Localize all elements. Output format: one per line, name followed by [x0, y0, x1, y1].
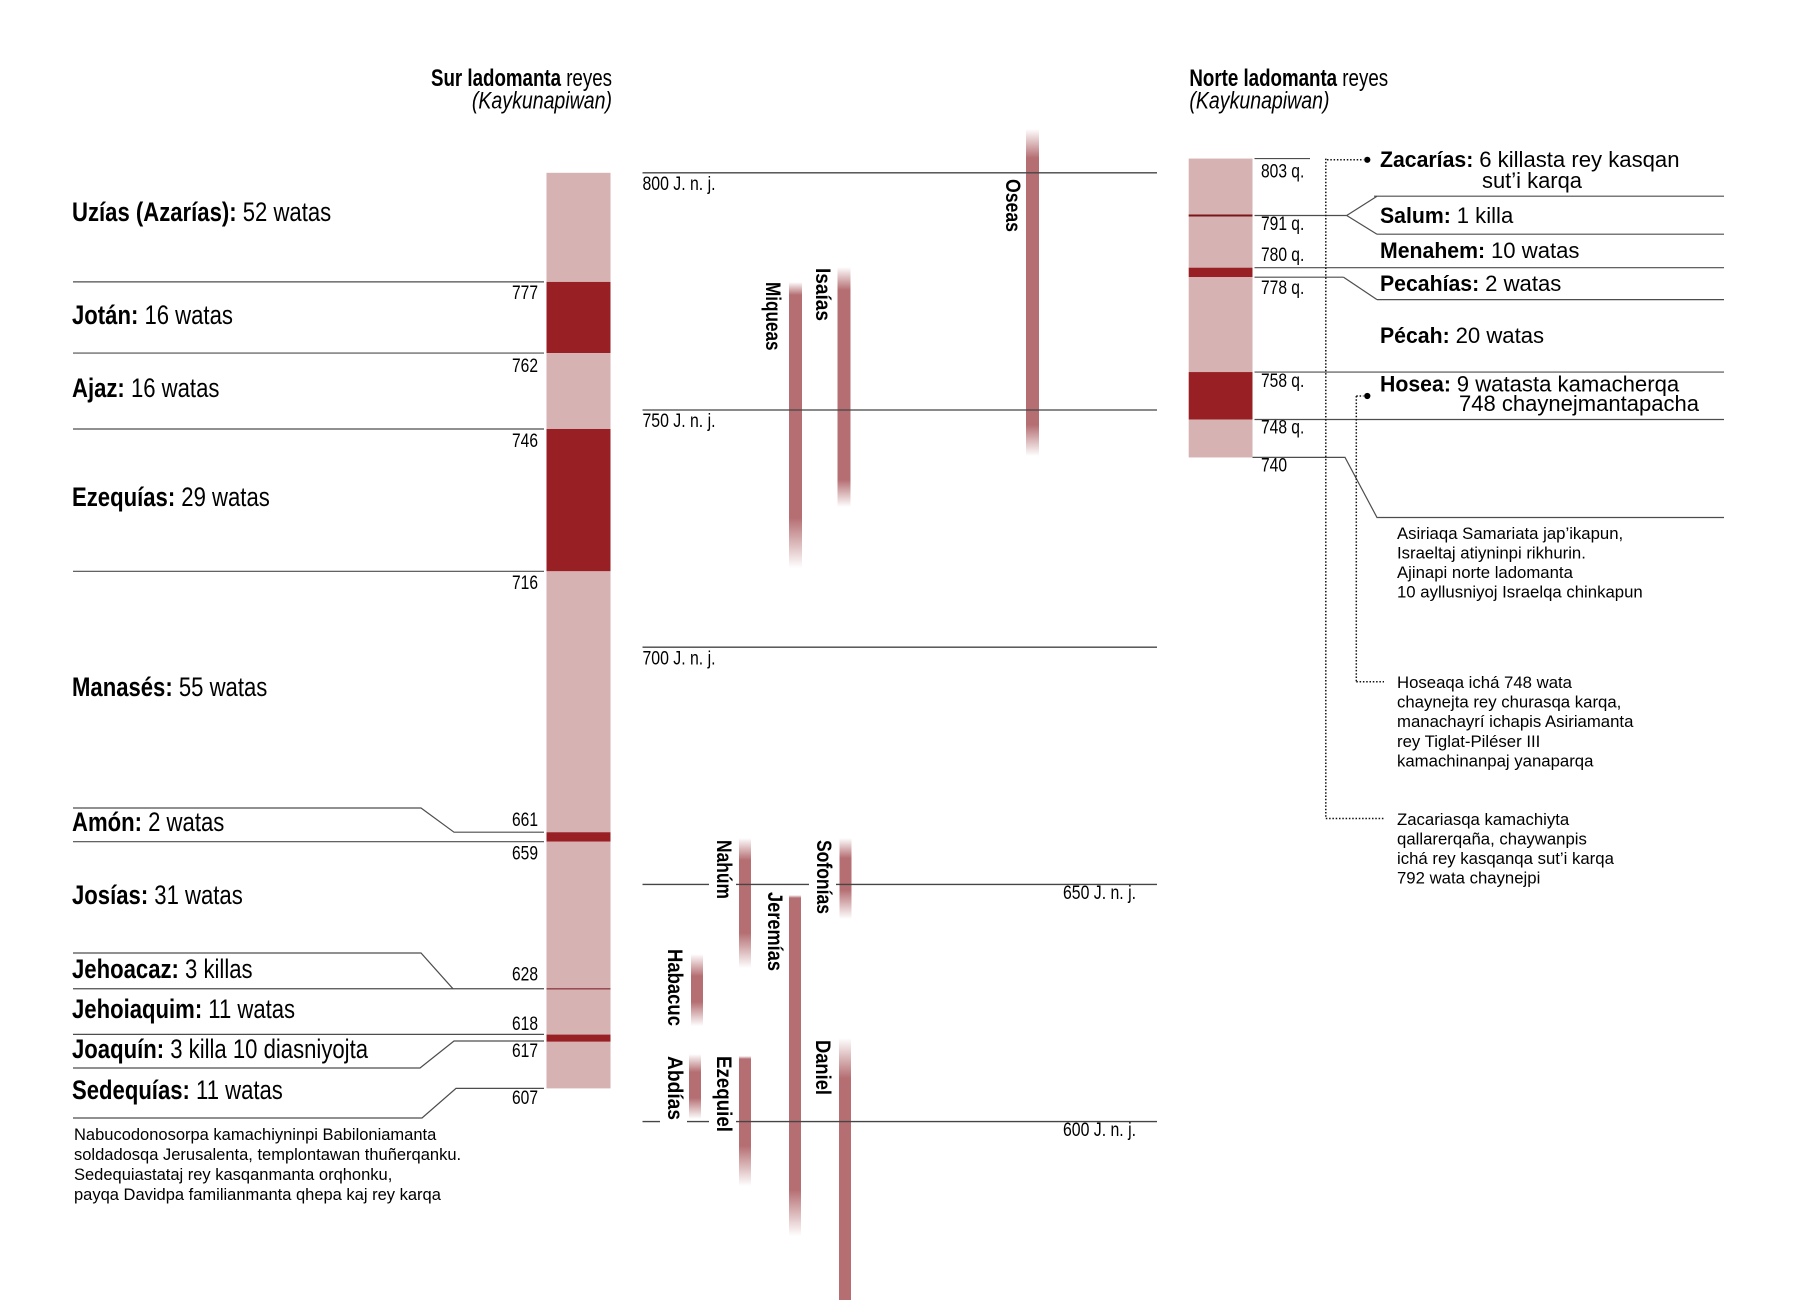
svg-text:Oseas: Oseas [1001, 179, 1024, 232]
svg-text:55 watas: 55 watas [179, 672, 267, 702]
svg-text:11 watas: 11 watas [208, 994, 295, 1024]
svg-text:Jotán:: Jotán: [72, 300, 138, 330]
svg-text:16 watas: 16 watas [131, 373, 220, 403]
svg-text:618: 618 [512, 1013, 538, 1035]
svg-text:rey Tiglat-Piléser III: rey Tiglat-Piléser III [1397, 732, 1540, 751]
svg-text:778 q.: 778 q. [1261, 277, 1304, 299]
svg-text:780 q.: 780 q. [1261, 244, 1304, 266]
svg-text:758 q.: 758 q. [1261, 370, 1304, 392]
svg-text:Hosea:: Hosea: [1380, 372, 1451, 397]
svg-text:2 watas: 2 watas [148, 807, 224, 837]
svg-text:617: 617 [512, 1040, 538, 1062]
svg-text:716: 716 [512, 572, 538, 594]
svg-text:31 watas: 31 watas [154, 880, 243, 910]
svg-text:791 q.: 791 q. [1261, 213, 1304, 235]
svg-text:Jeremías: Jeremías [763, 892, 786, 971]
svg-text:659: 659 [512, 843, 538, 865]
svg-text:chaynejta rey churasqa karqa,: chaynejta rey churasqa karqa, [1397, 693, 1621, 712]
svg-text:Uzías (Azarías):: Uzías (Azarías): [72, 197, 237, 227]
svg-text:Nahúm: Nahúm [712, 840, 735, 899]
svg-text:Ajinapi norte ladomanta: Ajinapi norte ladomanta [1397, 563, 1573, 582]
svg-text:Ezequiel: Ezequiel [712, 1056, 735, 1132]
svg-text:reyes: reyes [566, 65, 612, 92]
svg-text:Sedequías:: Sedequías: [72, 1075, 190, 1105]
svg-text:Menahem:: Menahem: [1380, 238, 1485, 263]
svg-text:Ezequías:: Ezequías: [72, 482, 175, 512]
svg-text:manachayrí ichapis Asiriamanta: manachayrí ichapis Asiriamanta [1397, 712, 1634, 731]
svg-text:ichá rey kasqanqa sut’i karqa: ichá rey kasqanqa sut’i karqa [1397, 849, 1614, 868]
svg-text:748 chaynejmantapacha: 748 chaynejmantapacha [1459, 391, 1700, 416]
svg-text:Ajaz:: Ajaz: [72, 373, 125, 403]
svg-text:777: 777 [512, 282, 538, 304]
svg-text:746: 746 [512, 430, 538, 452]
svg-text:Jehoacaz:: Jehoacaz: [72, 954, 179, 984]
svg-text:628: 628 [512, 964, 538, 986]
svg-text:3 killas: 3 killas [185, 954, 253, 984]
svg-text:Salum:: Salum: [1380, 203, 1451, 228]
svg-text:Joaquín:: Joaquín: [72, 1034, 164, 1064]
svg-text:Isaías: Isaías [811, 268, 834, 321]
svg-text:Daniel: Daniel [811, 1040, 834, 1095]
svg-text:750 J. n. j.: 750 J. n. j. [643, 411, 716, 432]
svg-text:9 watasta kamacherqa: 9 watasta kamacherqa [1457, 372, 1680, 397]
svg-text:(Kaykunapiwan): (Kaykunapiwan) [1189, 88, 1329, 115]
svg-text:600 J. n. j.: 600 J. n. j. [1063, 1120, 1136, 1141]
svg-text:Habacuc: Habacuc [663, 949, 686, 1026]
svg-text:6 killasta rey kasqan: 6 killasta rey kasqan [1479, 147, 1679, 172]
svg-text:Pecahías:: Pecahías: [1380, 271, 1479, 296]
svg-text:Abdías: Abdías [663, 1056, 686, 1120]
svg-text:Pécah:: Pécah: [1380, 323, 1450, 348]
svg-text:607: 607 [512, 1087, 538, 1109]
svg-text:Zacariasqa kamachiyta: Zacariasqa kamachiyta [1397, 810, 1570, 829]
svg-text:Nabucodonosorpa kamachiyninpi: Nabucodonosorpa kamachiyninpi Babiloniam… [74, 1126, 437, 1144]
svg-text:Miqueas: Miqueas [761, 282, 784, 351]
svg-text:Zacarías:: Zacarías: [1380, 147, 1473, 172]
svg-text:Jehoiaquim:: Jehoiaquim: [72, 994, 202, 1024]
svg-text:reyes: reyes [1342, 65, 1388, 92]
svg-text:792 wata chaynejpi: 792 wata chaynejpi [1397, 869, 1540, 888]
svg-text:700 J. n. j.: 700 J. n. j. [643, 649, 716, 670]
svg-text:11 watas: 11 watas [196, 1075, 283, 1105]
svg-text:Norte ladomanta: Norte ladomanta [1189, 65, 1337, 92]
svg-text:661: 661 [512, 809, 538, 831]
svg-text:payqa Davidpa familianmanta qh: payqa Davidpa familianmanta qhepa kaj re… [74, 1186, 442, 1204]
svg-text:2 watas: 2 watas [1485, 271, 1561, 296]
svg-text:52 watas: 52 watas [243, 197, 332, 227]
svg-text:20 watas: 20 watas [1456, 323, 1545, 348]
svg-text:740: 740 [1261, 455, 1287, 477]
svg-text:748 q.: 748 q. [1261, 417, 1304, 439]
svg-text:1 killa: 1 killa [1457, 203, 1514, 228]
svg-text:3 killa 10 diasniyojta: 3 killa 10 diasniyojta [170, 1034, 368, 1064]
svg-text:650 J. n. j.: 650 J. n. j. [1063, 883, 1136, 904]
svg-text:(Kaykunapiwan): (Kaykunapiwan) [472, 88, 612, 115]
svg-text:soldadosqa Jerusalenta, templo: soldadosqa Jerusalenta, templontawan thu… [74, 1146, 461, 1164]
svg-text:Amón:: Amón: [72, 807, 142, 837]
svg-text:Asiriaqa Samariata jap’ikapun,: Asiriaqa Samariata jap’ikapun, [1397, 524, 1623, 543]
svg-text:sut’i karqa: sut’i karqa [1482, 168, 1583, 193]
svg-text:kamachinanpaj yanaparqa: kamachinanpaj yanaparqa [1397, 751, 1594, 770]
svg-text:800 J. n. j.: 800 J. n. j. [643, 174, 716, 195]
svg-text:Hoseaqa ichá 748 wata: Hoseaqa ichá 748 wata [1397, 673, 1573, 692]
svg-text:10 watas: 10 watas [1491, 238, 1580, 263]
svg-text:Israeltaj atiyninpi rikhurin.: Israeltaj atiyninpi rikhurin. [1397, 544, 1586, 563]
svg-text:762: 762 [512, 355, 538, 377]
svg-text:qallarerqaña, chaywanpis: qallarerqaña, chaywanpis [1397, 830, 1587, 849]
svg-text:Sofonías: Sofonías [812, 840, 835, 914]
svg-text:16 watas: 16 watas [144, 300, 233, 330]
svg-text:Sur ladomanta: Sur ladomanta [431, 65, 562, 92]
svg-text:Sedequiastataj rey kasqanmanta: Sedequiastataj rey kasqanmanta orqhonku, [74, 1166, 392, 1184]
svg-text:Manasés:: Manasés: [72, 672, 173, 702]
svg-text:Josías:: Josías: [72, 880, 148, 910]
svg-text:29 watas: 29 watas [181, 482, 270, 512]
svg-text:803 q.: 803 q. [1261, 161, 1304, 183]
svg-text:10 ayllusniyoj Israelqa chinka: 10 ayllusniyoj Israelqa chinkapun [1397, 583, 1643, 602]
